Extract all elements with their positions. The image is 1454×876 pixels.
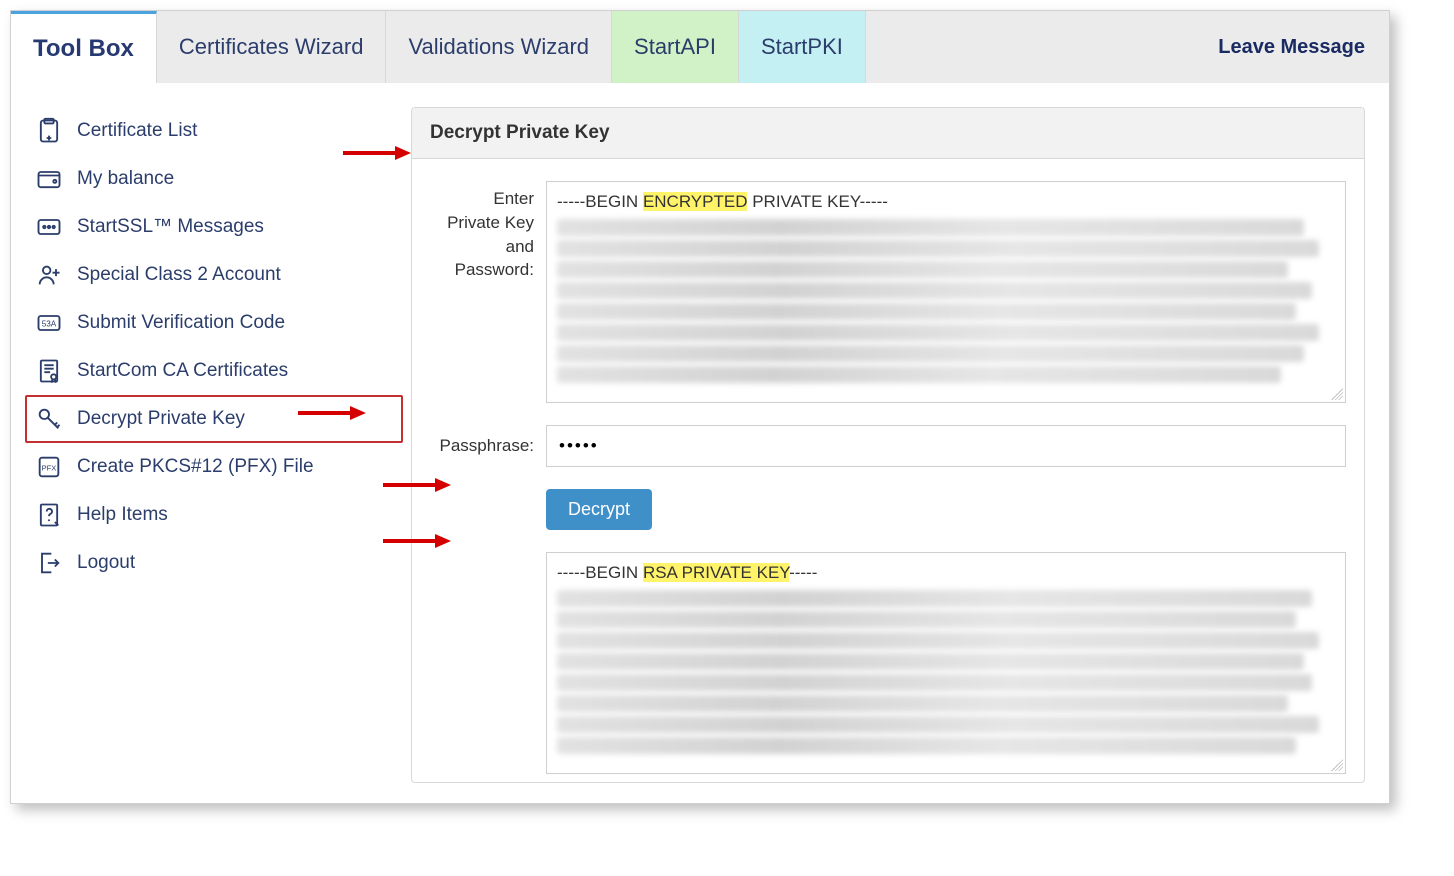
key-header-pre: -----BEGIN [557, 192, 643, 211]
body: Certificate List My balance StartSSL™ Me… [11, 83, 1389, 803]
blurred-content [557, 219, 1304, 236]
tab-validations-wizard[interactable]: Validations Wizard [386, 11, 612, 83]
panel-body: Enter Private Key and Password: -----BEG… [412, 159, 1364, 782]
tab-startapi[interactable]: StartAPI [612, 11, 739, 83]
field-private-key: -----BEGIN ENCRYPTED PRIVATE KEY----- [546, 181, 1346, 403]
svg-text:53A: 53A [42, 320, 57, 329]
decrypt-button-label: Decrypt [568, 499, 630, 519]
sidebar-item-label: Decrypt Private Key [77, 408, 245, 430]
blurred-content [557, 282, 1312, 299]
row-passphrase: Passphrase: [412, 425, 1346, 467]
encrypted-key-input[interactable]: -----BEGIN ENCRYPTED PRIVATE KEY----- [546, 181, 1346, 403]
sidebar-item-help[interactable]: Help Items [25, 491, 403, 539]
sidebar-item-messages[interactable]: StartSSL™ Messages [25, 203, 403, 251]
leave-message-button[interactable]: Leave Message [1194, 11, 1389, 83]
sidebar-item-label: Submit Verification Code [77, 312, 285, 334]
blurred-content [557, 716, 1319, 733]
blurred-content [557, 737, 1296, 754]
sidebar-item-class2[interactable]: Special Class 2 Account [25, 251, 403, 299]
sidebar-item-my-balance[interactable]: My balance [25, 155, 403, 203]
sidebar-item-label: Special Class 2 Account [77, 264, 281, 286]
tab-label: Tool Box [33, 35, 134, 63]
help-icon [35, 501, 63, 529]
row-private-key: Enter Private Key and Password: -----BEG… [412, 181, 1346, 403]
tab-label: Certificates Wizard [179, 34, 364, 60]
logout-icon [35, 549, 63, 577]
row-output: -----BEGIN RSA PRIVATE KEY----- [412, 552, 1346, 774]
wallet-icon [35, 165, 63, 193]
blurred-content [557, 345, 1304, 362]
blurred-content [557, 674, 1312, 691]
tab-label: Validations Wizard [408, 34, 589, 60]
blurred-content [557, 632, 1319, 649]
sidebar-item-label: Create PKCS#12 (PFX) File [77, 456, 314, 478]
label-line: Enter [493, 189, 534, 208]
svg-text:PFX: PFX [42, 464, 57, 473]
key-header-post: PRIVATE KEY----- [747, 192, 887, 211]
user-plus-icon [35, 261, 63, 289]
decrypt-panel: Decrypt Private Key Enter Private Key an… [411, 107, 1365, 783]
sidebar-item-label: StartSSL™ Messages [77, 216, 264, 238]
certificate-icon [35, 357, 63, 385]
message-icon [35, 213, 63, 241]
tab-startpki[interactable]: StartPKI [739, 11, 866, 83]
passphrase-input[interactable] [546, 425, 1346, 467]
label-line: and [506, 237, 534, 256]
tab-label: StartPKI [761, 34, 843, 60]
blurred-content [557, 366, 1281, 383]
resize-grip-icon[interactable] [1331, 759, 1343, 771]
decrypt-button[interactable]: Decrypt [546, 489, 652, 530]
sidebar-item-label: StartCom CA Certificates [77, 360, 288, 382]
key-header-highlight: ENCRYPTED [643, 192, 748, 211]
key-header-highlight: RSA PRIVATE KEY [643, 563, 789, 582]
sidebar-item-label: Help Items [77, 504, 168, 526]
blurred-content [557, 653, 1304, 670]
sidebar-item-ca-certs[interactable]: StartCom CA Certificates [25, 347, 403, 395]
label-passphrase: Passphrase: [412, 434, 546, 458]
sidebar-item-decrypt[interactable]: Decrypt Private Key [25, 395, 403, 443]
field-passphrase [546, 425, 1346, 467]
field-output: -----BEGIN RSA PRIVATE KEY----- [546, 552, 1346, 774]
tab-bar: Tool Box Certificates Wizard Validations… [11, 11, 1389, 83]
sidebar-item-submit-code[interactable]: 53A Submit Verification Code [25, 299, 403, 347]
blurred-content [557, 324, 1319, 341]
blurred-content [557, 303, 1296, 320]
tab-label: StartAPI [634, 34, 716, 60]
code-card-icon: 53A [35, 309, 63, 337]
blurred-content [557, 240, 1319, 257]
blurred-content [557, 261, 1288, 278]
pfx-icon: PFX [35, 453, 63, 481]
tab-tool-box[interactable]: Tool Box [11, 11, 157, 83]
resize-grip-icon[interactable] [1331, 388, 1343, 400]
sidebar-item-certificate-list[interactable]: Certificate List [25, 107, 403, 155]
sidebar-item-label: My balance [77, 168, 174, 190]
sidebar-item-label: Logout [77, 552, 135, 574]
sidebar: Certificate List My balance StartSSL™ Me… [11, 83, 411, 803]
clipboard-icon [35, 117, 63, 145]
row-decrypt-button: Decrypt [412, 489, 1346, 530]
blurred-content [557, 695, 1288, 712]
label-line: Password: [455, 260, 534, 279]
panel-title: Decrypt Private Key [412, 108, 1364, 159]
key-header-post: ----- [789, 563, 817, 582]
leave-message-label: Leave Message [1218, 36, 1365, 59]
content: Decrypt Private Key Enter Private Key an… [411, 83, 1389, 803]
sidebar-item-pfx[interactable]: PFX Create PKCS#12 (PFX) File [25, 443, 403, 491]
sidebar-item-logout[interactable]: Logout [25, 539, 403, 587]
label-line: Private Key [447, 213, 534, 232]
tab-certificates-wizard[interactable]: Certificates Wizard [157, 11, 387, 83]
tab-spacer [866, 11, 1194, 83]
blurred-content [557, 590, 1312, 607]
key-header-pre: -----BEGIN [557, 563, 643, 582]
spacer [412, 489, 546, 495]
label-private-key: Enter Private Key and Password: [412, 181, 546, 282]
key-icon [35, 405, 63, 433]
app-window: Tool Box Certificates Wizard Validations… [10, 10, 1390, 804]
spacer [412, 552, 546, 558]
blurred-content [557, 611, 1296, 628]
sidebar-item-label: Certificate List [77, 120, 197, 142]
field-button: Decrypt [546, 489, 1346, 530]
decrypted-key-output[interactable]: -----BEGIN RSA PRIVATE KEY----- [546, 552, 1346, 774]
